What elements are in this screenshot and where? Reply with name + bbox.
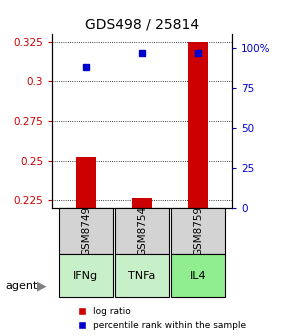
Text: TNFa: TNFa	[128, 270, 156, 281]
Text: ▶: ▶	[37, 280, 47, 293]
FancyBboxPatch shape	[171, 254, 225, 297]
FancyBboxPatch shape	[115, 208, 169, 254]
FancyBboxPatch shape	[115, 254, 169, 297]
Text: GSM8759: GSM8759	[193, 206, 203, 256]
Bar	[76, 158, 96, 208]
Text: agent: agent	[6, 281, 38, 291]
Bar	[132, 198, 152, 208]
Text: IFNg: IFNg	[73, 270, 99, 281]
Legend: log ratio, percentile rank within the sample: log ratio, percentile rank within the sa…	[71, 305, 248, 332]
FancyBboxPatch shape	[59, 254, 113, 297]
Text: IL4: IL4	[190, 270, 206, 281]
Title: GDS498 / 25814: GDS498 / 25814	[85, 17, 199, 31]
Bar	[188, 42, 208, 208]
Text: GSM8749: GSM8749	[81, 206, 91, 256]
FancyBboxPatch shape	[171, 208, 225, 254]
Text: GSM8754: GSM8754	[137, 206, 147, 256]
FancyBboxPatch shape	[59, 208, 113, 254]
